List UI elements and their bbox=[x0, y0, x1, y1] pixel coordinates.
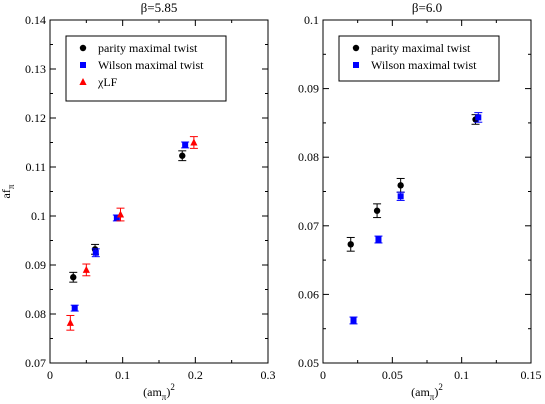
data-point bbox=[66, 318, 74, 326]
data-point bbox=[82, 265, 90, 273]
data-point bbox=[190, 138, 198, 146]
series-3 bbox=[66, 136, 198, 331]
x-tick-label: 0 bbox=[320, 368, 326, 382]
data-point bbox=[397, 182, 404, 189]
y-tick-label: 0.06 bbox=[298, 287, 319, 301]
chart-panel-2: β=6.00 0.05 0.1 0.150.050.060.070.080.090.1… bbox=[298, 0, 542, 402]
legend-box bbox=[338, 35, 500, 82]
chart-panel-1: β=5.85 0 0.1 0.2 0.3 0.07 0.08 0.09 0.1 0.11 0.12 0… bbox=[0, 0, 276, 402]
legend-marker bbox=[352, 44, 360, 52]
x-axis-label: (amπ)2 bbox=[411, 382, 443, 402]
data-point bbox=[116, 210, 125, 218]
x-tick-label: 0.1 bbox=[454, 368, 469, 382]
y-tick-label: 0.13 bbox=[25, 62, 46, 76]
data-point bbox=[71, 305, 78, 312]
legend-entry: Wilson maximal twist bbox=[371, 58, 477, 72]
y-axis-label: afπ bbox=[0, 184, 16, 198]
data-point bbox=[350, 317, 357, 324]
legend-marker bbox=[353, 62, 359, 68]
legend-entry: parity maximal twist bbox=[371, 41, 471, 55]
y-tick-label: 0.11 bbox=[25, 160, 46, 174]
data-point bbox=[375, 236, 382, 243]
legend-marker bbox=[79, 78, 87, 85]
legend-entry: Wilson maximal twist bbox=[98, 58, 204, 72]
x-tick-label: 0 bbox=[47, 368, 53, 382]
y-tick-label: 0.1 bbox=[31, 209, 46, 223]
y-tick-label: 0.1 bbox=[304, 13, 319, 27]
y-tick-label: 0.07 bbox=[298, 219, 319, 233]
y-tick-label: 0.12 bbox=[25, 111, 46, 125]
y-tick-label: 0.05 bbox=[298, 356, 319, 370]
legend-marker bbox=[80, 62, 86, 68]
chart-title: β=6.0 bbox=[412, 0, 442, 15]
data-point bbox=[182, 141, 189, 148]
legend-box bbox=[65, 35, 227, 102]
y-tick-label: 0.08 bbox=[25, 307, 46, 321]
legend-entry: χLF bbox=[97, 75, 118, 89]
series-2 bbox=[349, 112, 483, 325]
x-tick-label: 0.1 bbox=[115, 368, 130, 382]
series-2 bbox=[70, 141, 190, 312]
y-tick-label: 0.07 bbox=[25, 356, 46, 370]
x-tick-label: 0.15 bbox=[521, 368, 542, 382]
chart-title: β=5.85 bbox=[141, 0, 178, 15]
y-tick-label: 0.09 bbox=[298, 82, 319, 96]
x-tick-label: 0.05 bbox=[382, 368, 403, 382]
legend-entry: parity maximal twist bbox=[98, 41, 198, 55]
legend: parity maximal twist Wilson maximal twist bbox=[338, 35, 500, 82]
data-point bbox=[347, 241, 354, 248]
data-point bbox=[373, 207, 381, 214]
x-tick-label: 0.2 bbox=[188, 368, 203, 382]
data-point bbox=[397, 193, 404, 200]
data-point bbox=[113, 214, 120, 221]
y-tick-label: 0.08 bbox=[298, 150, 319, 164]
legend: parity maximal twist Wilson maximal twist… bbox=[65, 35, 227, 102]
y-tick-label: 0.09 bbox=[25, 258, 46, 272]
data-point bbox=[92, 249, 99, 256]
series-1 bbox=[69, 150, 187, 283]
y-tick-label: 0.14 bbox=[25, 13, 46, 27]
data-point bbox=[475, 114, 482, 121]
x-axis-label: (amπ)2 bbox=[143, 382, 175, 402]
series-1 bbox=[346, 114, 480, 252]
data-point bbox=[179, 152, 186, 159]
legend-marker bbox=[79, 44, 87, 52]
x-tick-label: 0.3 bbox=[261, 368, 276, 382]
data-point bbox=[70, 274, 77, 281]
